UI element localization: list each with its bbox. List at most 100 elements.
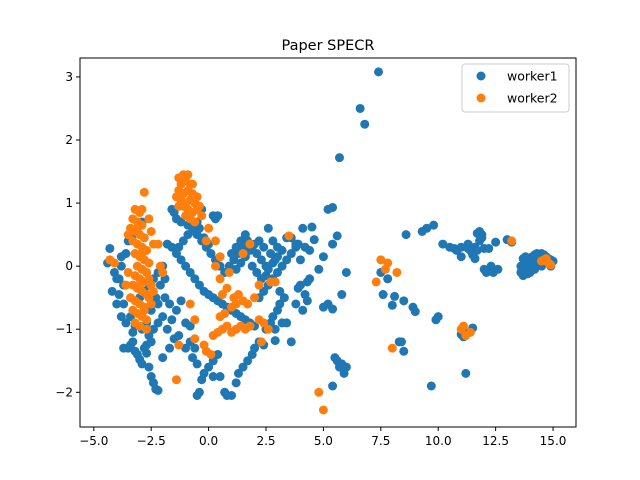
point-worker2-87	[204, 223, 214, 233]
point-worker1-121	[107, 286, 117, 296]
points-layer	[103, 67, 558, 415]
point-worker2-129	[243, 299, 253, 309]
point-worker1-106	[530, 264, 540, 274]
point-worker1-24	[270, 336, 280, 346]
point-worker2-41	[137, 204, 147, 214]
point-worker1-68	[477, 233, 487, 243]
point-worker2-80	[171, 192, 181, 202]
point-worker2-40	[139, 187, 149, 197]
point-worker2-126	[224, 267, 234, 277]
point-worker2-121	[222, 283, 232, 293]
point-worker1-10	[332, 231, 342, 241]
point-worker1-35	[378, 290, 388, 300]
point-worker1-219	[252, 249, 262, 259]
point-worker1-235	[178, 236, 188, 246]
point-worker1-118	[105, 243, 115, 253]
point-worker1-18	[328, 304, 338, 314]
x-tick-label: −5.0	[79, 434, 108, 448]
point-worker1-73	[456, 252, 466, 262]
point-worker2-89	[210, 236, 220, 246]
point-worker1-20	[337, 290, 347, 300]
point-worker1-292	[231, 242, 241, 252]
point-worker1-135	[142, 348, 152, 358]
point-worker1-143	[148, 324, 158, 334]
point-worker1-245	[236, 258, 246, 268]
point-worker2-56	[139, 305, 149, 315]
point-worker2-42	[144, 214, 154, 224]
point-worker1-236	[174, 242, 184, 252]
point-worker1-251	[266, 249, 276, 259]
point-worker1-225	[224, 261, 234, 271]
point-worker1-117	[452, 245, 462, 255]
point-worker1-190	[176, 255, 186, 265]
point-worker2-122	[215, 252, 225, 262]
point-worker2-110	[208, 331, 218, 341]
point-worker1-158	[204, 362, 214, 372]
point-worker1-218	[256, 255, 266, 265]
point-worker1-77	[481, 267, 491, 277]
point-worker1-3	[334, 153, 344, 163]
point-worker1-51	[438, 239, 448, 249]
point-worker2-131	[314, 387, 324, 397]
point-worker2-128	[250, 293, 260, 303]
point-worker2-92	[245, 239, 255, 249]
point-worker1-305	[270, 324, 280, 334]
point-worker2-81	[174, 201, 184, 211]
point-worker1-179	[192, 390, 202, 400]
point-worker1-21	[302, 296, 312, 306]
point-worker1-146	[162, 324, 172, 334]
point-worker1-23	[286, 337, 296, 347]
point-worker1-182	[181, 343, 191, 353]
point-worker1-160	[213, 349, 223, 359]
point-worker1-304	[282, 318, 292, 328]
point-worker1-178	[279, 293, 289, 303]
point-worker2-116	[190, 315, 200, 325]
point-worker1-74	[470, 254, 480, 264]
point-worker2-51	[109, 258, 119, 268]
point-worker1-193	[190, 274, 200, 284]
point-worker1-133	[137, 359, 147, 369]
point-worker2-59	[132, 223, 142, 233]
point-worker2-45	[153, 239, 163, 249]
point-worker2-147	[537, 256, 547, 266]
point-worker1-124	[116, 261, 126, 271]
point-worker1-6	[298, 223, 308, 233]
point-worker1-1	[355, 103, 365, 113]
point-worker1-180	[208, 372, 218, 382]
point-worker1-194	[194, 280, 204, 290]
point-worker1-282	[213, 211, 223, 221]
point-worker2-36	[135, 321, 145, 331]
point-worker1-2	[360, 119, 370, 129]
point-worker1-164	[227, 390, 237, 400]
point-worker1-246	[231, 264, 241, 274]
point-worker1-167	[238, 362, 248, 372]
point-worker2-123	[210, 261, 220, 271]
point-worker1-110	[523, 269, 533, 279]
point-worker1-34	[383, 274, 393, 284]
point-worker1-70	[484, 243, 494, 253]
point-worker2-34	[142, 315, 152, 325]
point-worker2-124	[217, 290, 227, 300]
point-worker1-152	[190, 343, 200, 353]
point-worker1-211	[272, 267, 282, 277]
plot-frame	[79, 57, 577, 428]
point-worker2-127	[256, 337, 266, 347]
point-worker1-213	[282, 255, 292, 265]
point-worker1-255	[252, 267, 262, 277]
point-worker2-118	[174, 340, 184, 350]
point-worker1-208	[259, 286, 269, 296]
point-worker1-153	[188, 353, 198, 363]
point-worker1-229	[206, 249, 216, 259]
point-worker1-50	[429, 220, 439, 230]
point-worker1-165	[231, 378, 241, 388]
point-worker2-112	[220, 308, 230, 318]
point-worker1-49	[417, 226, 427, 236]
point-worker2-91	[238, 249, 248, 259]
point-worker1-38	[387, 300, 397, 310]
point-worker2-8	[139, 233, 149, 243]
point-worker2-136	[383, 258, 393, 268]
point-worker2-100	[259, 318, 269, 328]
point-worker2-132	[318, 405, 328, 415]
point-worker2-85	[188, 179, 198, 189]
point-worker2-143	[507, 236, 517, 246]
